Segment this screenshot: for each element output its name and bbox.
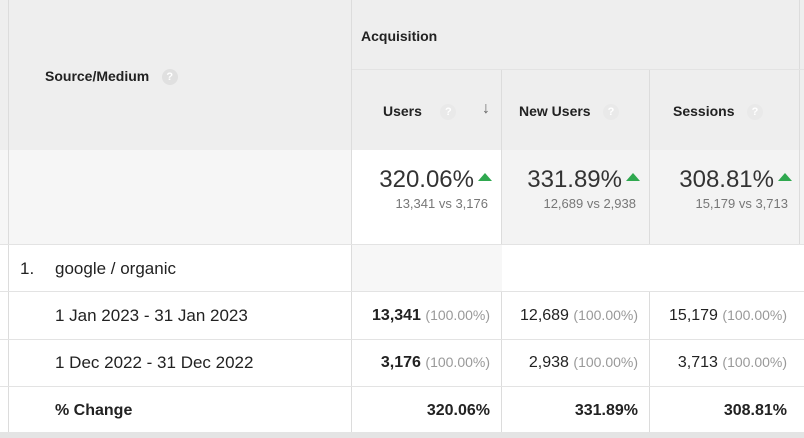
summary-sessions-pct: 308.81%: [679, 166, 774, 193]
summary-sessions: 308.81% 15,179 vs 3,713: [650, 166, 792, 211]
acquisition-divider: [352, 69, 804, 70]
summary-new-users: 331.89% 12,689 vs 2,938: [502, 166, 640, 211]
new-users-change: 331.89%: [574, 402, 638, 419]
table-header-background: [0, 0, 804, 150]
left-border: [8, 0, 9, 432]
help-icon[interactable]: ?: [161, 68, 178, 85]
row-divider: [0, 291, 804, 292]
new-users-share: (100.00%): [573, 307, 638, 323]
summary-sessions-compare: 15,179 vs 3,713: [695, 196, 788, 211]
sessions-change: 308.81%: [723, 402, 787, 419]
summary-other-background: [502, 150, 804, 244]
users-value: 3,176: [380, 354, 421, 371]
column-divider: [649, 70, 650, 244]
sessions-share: (100.00%): [722, 307, 787, 323]
right-border: [799, 0, 800, 244]
source-medium-label: Source/Medium: [45, 68, 150, 84]
group-index: 1.: [20, 259, 35, 278]
users-share: (100.00%): [425, 307, 490, 323]
users-column-header[interactable]: Users ?: [383, 103, 457, 121]
group-name-link[interactable]: google / organic: [55, 259, 176, 278]
new-users-value: 2,938: [528, 354, 569, 371]
help-icon[interactable]: ?: [440, 103, 457, 120]
users-cell: 13,341 (100.00%): [352, 307, 490, 325]
column-divider: [501, 292, 502, 432]
users-share: (100.00%): [425, 354, 490, 370]
summary-users-compare: 13,341 vs 3,176: [395, 196, 488, 211]
users-value: 13,341: [372, 307, 421, 324]
column-divider: [501, 70, 502, 244]
sessions-value: 3,713: [677, 354, 718, 371]
sessions-share: (100.00%): [722, 354, 787, 370]
help-icon[interactable]: ?: [746, 103, 763, 120]
row-divider: [0, 386, 804, 387]
new-users-share: (100.00%): [573, 354, 638, 370]
new-users-column-header[interactable]: New Users ?: [519, 103, 620, 121]
new-users-value: 12,689: [520, 307, 569, 324]
row-divider: [0, 244, 804, 245]
new-users-cell: 2,938 (100.00%): [502, 354, 638, 372]
sessions-header-label: Sessions: [673, 103, 735, 119]
users-cell: 3,176 (100.00%): [352, 354, 490, 372]
summary-new-users-pct: 331.89%: [527, 166, 622, 193]
sessions-cell: 15,179 (100.00%): [650, 307, 787, 325]
bottom-bar: [0, 432, 804, 438]
sort-descending-icon[interactable]: ↓: [482, 100, 490, 117]
summary-users-pct: 320.06%: [379, 166, 474, 193]
row-divider: [0, 339, 804, 340]
help-icon[interactable]: ?: [603, 103, 620, 120]
summary-users-background: [352, 150, 502, 244]
column-divider: [351, 0, 352, 432]
column-divider: [649, 292, 650, 432]
source-medium-header[interactable]: Source/Medium ?: [45, 68, 178, 86]
acquisition-header: Acquisition: [361, 28, 437, 46]
group-row-users-background: [352, 244, 502, 292]
trend-up-icon: [626, 173, 640, 181]
summary-left-background: [0, 150, 352, 244]
date-range-label: 1 Dec 2022 - 31 Dec 2022: [55, 353, 254, 372]
trend-up-icon: [778, 173, 792, 181]
acquisition-label: Acquisition: [361, 28, 438, 44]
sessions-cell: 3,713 (100.00%): [650, 354, 787, 372]
sessions-value: 15,179: [669, 307, 718, 324]
summary-new-users-compare: 12,689 vs 2,938: [543, 196, 636, 211]
new-users-header-label: New Users: [519, 103, 591, 119]
trend-up-icon: [478, 173, 492, 181]
date-range-label: 1 Jan 2023 - 31 Jan 2023: [55, 306, 248, 325]
sessions-column-header[interactable]: Sessions ?: [673, 103, 763, 121]
summary-users: 320.06% 13,341 vs 3,176: [352, 166, 492, 211]
change-row-label: % Change: [55, 402, 133, 419]
new-users-cell: 12,689 (100.00%): [502, 307, 638, 325]
users-change: 320.06%: [426, 402, 490, 419]
users-header-label: Users: [383, 103, 422, 119]
